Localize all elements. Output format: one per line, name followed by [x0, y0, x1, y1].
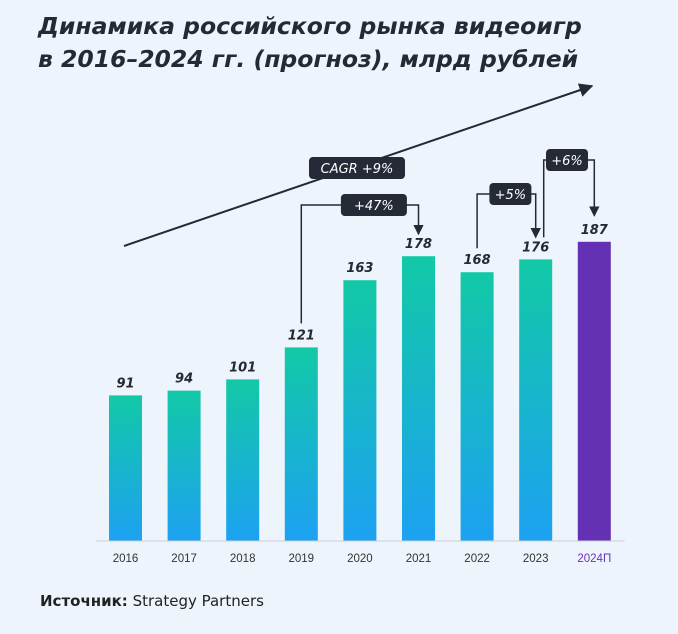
- cagr-callout: CAGR +9%: [309, 157, 405, 179]
- callout-6-box: [546, 149, 588, 171]
- x-tick-label-2022: 2022: [464, 553, 490, 565]
- source-note: Источник: Strategy Partners: [40, 592, 264, 610]
- source-label: Источник:: [40, 592, 128, 610]
- data-label-2017: 94: [175, 372, 193, 387]
- x-tick-label-2021: 2021: [406, 553, 432, 565]
- data-label-2023: 176: [522, 240, 549, 255]
- callout-47-text: +47%: [354, 199, 394, 214]
- x-tick-label-2017: 2017: [171, 553, 197, 565]
- callout-5-text: +5%: [495, 188, 527, 203]
- cagr-callout-text: CAGR +9%: [321, 162, 394, 177]
- bar-chart: 91 94 101 121 163 178 168 176 187 2016 2017 2018 20…: [96, 83, 625, 565]
- bar-2022: [460, 272, 494, 541]
- bar-2017: [167, 390, 201, 541]
- data-label-2021: 178: [405, 237, 432, 252]
- x-tick-label-2018: 2018: [230, 553, 256, 565]
- x-tick-label-2016: 2016: [113, 553, 139, 565]
- callout-6: +6%: [546, 149, 588, 171]
- data-label-2024П: 187: [581, 223, 609, 238]
- x-tick-label-2024П: 2024П: [577, 553, 611, 565]
- bar-2024П: [577, 241, 611, 542]
- x-tick-label-2020: 2020: [347, 553, 373, 565]
- x-tick-label-2019: 2019: [289, 553, 315, 565]
- bar-2018: [226, 379, 260, 541]
- callout-47: +47%: [340, 194, 407, 216]
- chart-title-line-2: в 2016–2024 гг. (прогноз), млрд рублей: [38, 45, 579, 73]
- bar-2020: [343, 280, 377, 541]
- chart-title: Динамика российского рынка видеоигр в 20…: [38, 10, 658, 76]
- chart-title-line-1: Динамика российского рынка видеоигр: [38, 12, 582, 40]
- data-label-2022: 168: [464, 253, 491, 268]
- data-label-2019: 121: [288, 328, 315, 343]
- bar-2021: [402, 256, 435, 541]
- bar-2023: [519, 259, 553, 541]
- source-text: Strategy Partners: [132, 592, 264, 610]
- callout-5: +5%: [489, 183, 532, 205]
- callout-5-box: [489, 183, 532, 205]
- callout-6-text: +6%: [551, 154, 583, 169]
- callout-47-box: [340, 194, 407, 216]
- data-label-2020: 163: [346, 261, 373, 276]
- data-label-2016: 91: [116, 376, 134, 391]
- x-tick-label-2023: 2023: [523, 553, 549, 565]
- data-label-2018: 101: [229, 360, 256, 375]
- cagr-callout-box: [309, 157, 405, 179]
- bar-2019: [284, 347, 318, 541]
- bar-2016: [109, 395, 142, 541]
